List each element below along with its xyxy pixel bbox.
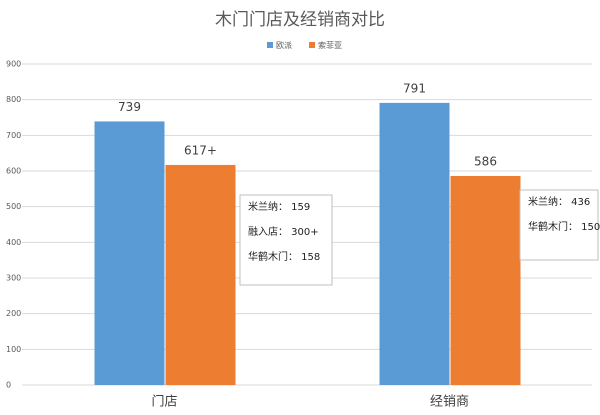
bar (165, 164, 236, 385)
y-tick-label: 200 (6, 309, 21, 318)
y-tick-label: 900 (6, 60, 21, 69)
y-tick-label: 800 (6, 95, 21, 104)
annotation-text: 华鹤木门： 150 (528, 220, 600, 233)
annotation-text: 米兰纳： 436 (528, 195, 590, 208)
legend-label: 索菲亚 (318, 40, 342, 50)
bar (379, 102, 450, 386)
y-tick-label: 300 (6, 274, 21, 283)
value-label: 586 (474, 154, 497, 168)
annotation-box (519, 189, 599, 261)
value-label: 617+ (184, 143, 217, 157)
x-tick-label: 经销商 (430, 395, 469, 410)
value-label: 739 (118, 100, 141, 114)
legend-swatch (267, 42, 273, 48)
y-tick-label: 500 (6, 202, 21, 211)
y-tick-label: 0 (6, 381, 11, 390)
y-tick-label: 400 (6, 238, 21, 247)
bar (94, 121, 165, 385)
annotation-text: 融入店： 300+ (248, 225, 319, 238)
chart-title: 木门门店及经销商对比 (215, 10, 385, 30)
annotation-text: 米兰纳： 159 (248, 200, 310, 213)
annotation-text: 华鹤木门： 158 (248, 250, 320, 263)
bar (450, 175, 521, 385)
legend-swatch (309, 42, 315, 48)
x-tick-label: 门店 (151, 395, 177, 410)
y-tick-label: 100 (6, 345, 21, 354)
y-tick-label: 600 (6, 167, 21, 176)
y-tick-label: 700 (6, 131, 21, 140)
legend-label: 欧派 (276, 40, 292, 50)
value-label: 791 (403, 81, 426, 95)
annotation-box (239, 194, 333, 286)
